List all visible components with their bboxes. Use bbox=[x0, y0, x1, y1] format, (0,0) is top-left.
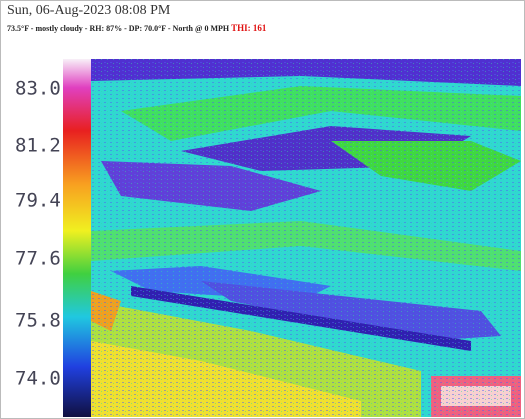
scale-bg bbox=[5, 59, 63, 417]
scale-label: 79.4 bbox=[15, 190, 61, 212]
scale-label: 75.8 bbox=[15, 310, 61, 332]
scale-label: 74.0 bbox=[15, 368, 61, 390]
image bbox=[91, 59, 521, 417]
thermal-view: 83.0 81.2 79.4 77.6 75.8 74.0 bbox=[1, 1, 524, 418]
scale-label: 81.2 bbox=[15, 135, 61, 157]
screenshot: Sun, 06-Aug-2023 08:08 PM 73.5°F - mostl… bbox=[0, 0, 525, 419]
scale-label: 77.6 bbox=[15, 248, 61, 270]
color-bar bbox=[63, 59, 91, 417]
scale-label: 83.0 bbox=[15, 78, 61, 100]
